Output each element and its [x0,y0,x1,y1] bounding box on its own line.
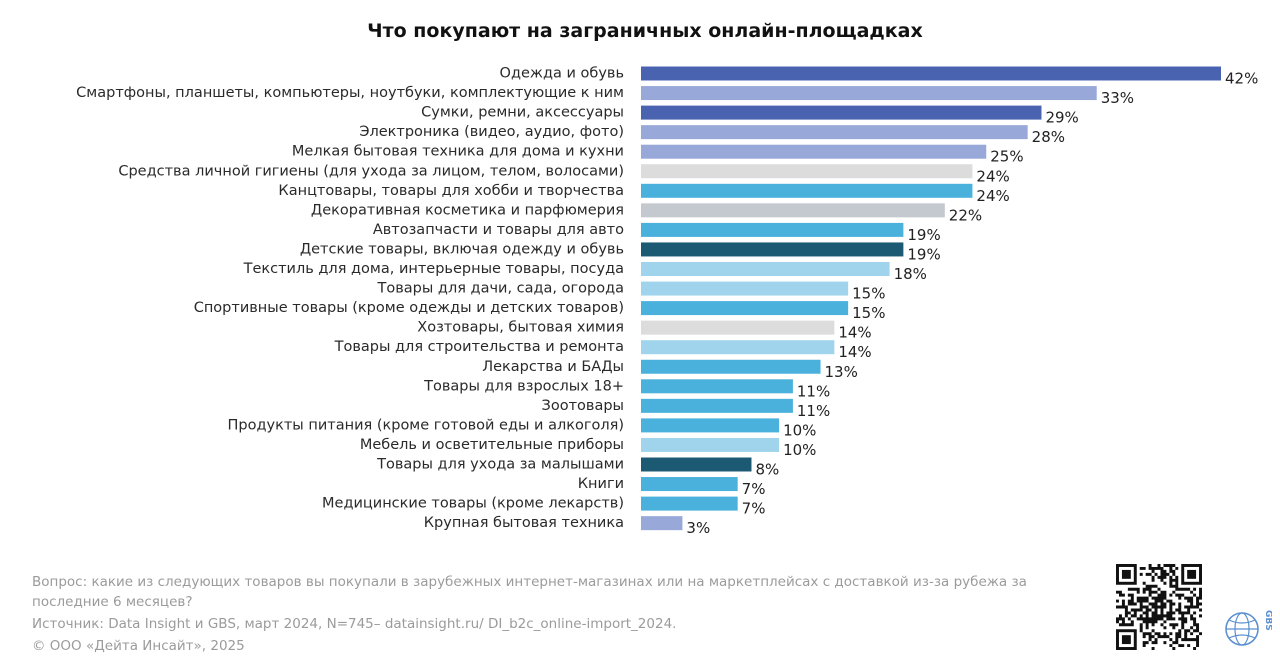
value-label-11: 18% [894,265,927,283]
category-label-19: Продукты питания (кроме готовой еды и ал… [228,417,625,433]
logo-text: GBS [1263,610,1272,631]
bar-21 [641,457,752,472]
value-label-15: 14% [838,343,871,361]
value-label-8: 22% [949,206,982,224]
bar-12 [641,281,849,296]
category-label-9: Автозапчасти и товары для авто [373,222,624,238]
bar-5 [641,144,987,159]
value-label-7: 24% [976,187,1009,205]
bar-13 [641,301,849,316]
category-label-17: Товары для взрослых 18+ [423,378,624,394]
chart-title: Что покупают на заграничных онлайн-площа… [367,20,923,42]
value-label-4: 28% [1032,128,1065,146]
bar-10 [641,242,904,257]
category-label-21: Товары для ухода за малышами [376,457,624,473]
category-label-7: Канцтовары, товары для хобби и творчеств… [278,183,624,199]
bar-7 [641,183,973,198]
bar-22 [641,477,738,492]
category-label-11: Текстиль для дома, интерьерные товары, п… [243,261,624,277]
category-label-15: Товары для строительства и ремонта [334,339,624,355]
category-label-24: Крупная бытовая техника [424,515,624,531]
bar-2 [641,86,1097,101]
bar-17 [641,379,793,394]
value-label-3: 29% [1045,109,1078,127]
bar-18 [641,398,793,413]
value-label-2: 33% [1101,89,1134,107]
bar-6 [641,164,973,179]
category-label-2: Смартфоны, планшеты, компьютеры, ноутбук… [76,85,624,101]
value-label-22: 7% [742,480,766,498]
value-label-12: 15% [852,285,885,303]
value-label-21: 8% [755,461,779,479]
category-label-22: Книги [578,476,624,492]
category-label-10: Детские товары, включая одежду и обувь [300,241,624,257]
bar-24 [641,516,683,531]
value-label-20: 10% [783,441,816,459]
bar-23 [641,496,738,511]
category-label-13: Спортивные товары (кроме одежды и детски… [194,300,624,316]
bar-14 [641,320,835,335]
category-label-8: Декоративная косметика и парфюмерия [311,202,624,218]
qr-code-icon [1116,564,1202,650]
value-label-23: 7% [742,500,766,518]
category-label-5: Мелкая бытовая техника для дома и кухни [292,144,624,160]
category-labels-group: Одежда и обувь Смартфоны, планшеты, компь… [76,66,624,532]
value-labels-group: 42%33%29%28%25%24%24%22%19%19%18%15%15%1… [686,70,1258,538]
bar-3 [641,105,1042,120]
bar-11 [641,262,890,276]
category-label-16: Лекарства и БАДы [482,359,624,375]
value-label-5: 25% [990,148,1023,166]
category-label-6: Средства личной гигиены (для ухода за ли… [118,163,624,179]
value-label-6: 24% [976,167,1009,185]
category-label-23: Медицинские товары (кроме лекарств) [322,496,624,512]
category-label-12: Товары для дачи, сада, огорода [377,281,625,297]
copyright-note: © ООО «Дейта Инсайт», 2025 [32,638,245,654]
bar-chart: Одежда и обувь Смартфоны, планшеты, компь… [76,66,1258,538]
value-label-17: 11% [797,382,830,400]
category-label-14: Хозтовары, бытовая химия [417,320,624,336]
category-label-18: Зоотовары [542,398,624,414]
value-label-18: 11% [797,402,830,420]
bar-20 [641,437,780,452]
bar-16 [641,359,821,374]
bar-8 [641,203,945,218]
bar-19 [641,418,780,433]
value-label-10: 19% [907,245,940,263]
survey-question: Вопрос: какие из следующих товаров вы по… [32,574,1027,610]
bar-15 [641,340,835,355]
source-note: Источник: Data Insight и GBS, март 2024,… [32,616,677,632]
category-label-20: Мебель и осветительные приборы [360,437,624,453]
value-label-16: 13% [825,363,858,381]
value-label-24: 3% [686,519,710,537]
gbs-globe-logo: GBS [1225,610,1272,646]
category-label-1: Одежда и обувь [500,66,624,82]
value-label-13: 15% [852,304,885,322]
value-label-14: 14% [838,324,871,342]
bars-group [641,66,1221,531]
value-label-19: 10% [783,421,816,439]
category-label-3: Сумки, ремни, аксессуары [421,105,624,121]
bar-1 [641,66,1221,81]
value-label-1: 42% [1225,70,1258,88]
value-label-9: 19% [907,226,940,244]
category-label-4: Электроника (видео, аудио, фото) [359,124,624,140]
bar-9 [641,222,904,237]
bar-4 [641,125,1028,140]
